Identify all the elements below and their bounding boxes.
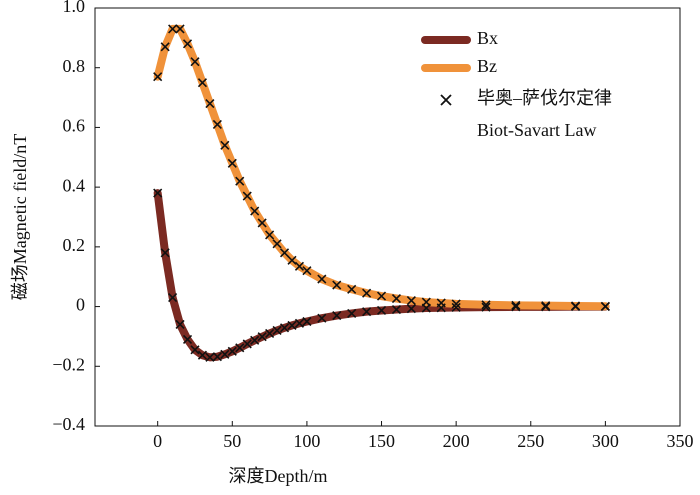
data-line bbox=[153, 24, 610, 311]
cross-marker bbox=[212, 352, 222, 362]
cross-marker bbox=[168, 293, 178, 303]
cross-marker bbox=[212, 119, 222, 130]
cross-marker bbox=[227, 346, 237, 356]
cross-marker bbox=[421, 297, 431, 307]
legend-label: Biot-Savart Law bbox=[477, 120, 596, 140]
cross-marker bbox=[168, 24, 178, 34]
cross-marker bbox=[175, 24, 185, 34]
cross-marker bbox=[376, 305, 387, 316]
cross-marker bbox=[242, 191, 252, 201]
cross-marker bbox=[317, 274, 327, 284]
cross-marker bbox=[294, 318, 305, 328]
legend-swatch bbox=[440, 94, 452, 106]
cross-marker bbox=[265, 328, 275, 339]
legend-label: Bx bbox=[477, 28, 498, 48]
cross-marker bbox=[227, 158, 237, 168]
y-tick-label: 0.8 bbox=[63, 56, 86, 76]
cross-marker bbox=[160, 248, 170, 258]
cross-marker bbox=[182, 334, 193, 344]
cross-marker bbox=[272, 325, 282, 336]
cross-marker bbox=[511, 302, 521, 312]
cross-marker bbox=[332, 310, 342, 321]
cross-marker bbox=[175, 319, 185, 330]
cross-marker bbox=[190, 345, 200, 355]
x-tick-label: 0 bbox=[153, 431, 162, 451]
cross-marker bbox=[250, 206, 260, 216]
plot-frame bbox=[94, 7, 681, 427]
cross-marker bbox=[600, 301, 610, 311]
cross-marker bbox=[265, 230, 275, 240]
cross-marker bbox=[279, 323, 290, 333]
cross-marker bbox=[391, 293, 402, 304]
x-tick-label: 350 bbox=[667, 431, 694, 451]
cross-marker bbox=[220, 349, 230, 359]
cross-marker bbox=[362, 288, 372, 298]
y-tick-label: −0.4 bbox=[52, 414, 85, 434]
y-tick-label: 1.0 bbox=[63, 0, 86, 16]
cross-marker bbox=[197, 350, 208, 360]
cross-marker bbox=[406, 304, 416, 314]
x-tick-label: 50 bbox=[223, 431, 241, 451]
y-tick-label: 0.2 bbox=[63, 235, 86, 255]
cross-marker bbox=[257, 332, 267, 342]
cross-marker bbox=[362, 307, 372, 317]
legend-label: Bz bbox=[477, 56, 497, 76]
cross-marker bbox=[481, 302, 491, 312]
cross-marker bbox=[451, 302, 461, 313]
x-tick-label: 300 bbox=[592, 431, 619, 451]
cross-marker bbox=[153, 188, 163, 198]
cross-marker bbox=[481, 300, 491, 310]
y-tick-label: 0.6 bbox=[63, 116, 86, 136]
cross-marker bbox=[287, 255, 297, 265]
cross-marker bbox=[160, 42, 170, 52]
cross-marker bbox=[376, 291, 387, 301]
cross-marker bbox=[541, 302, 551, 312]
cross-marker bbox=[302, 266, 312, 276]
cross-marker bbox=[332, 280, 342, 290]
cross-marker bbox=[347, 284, 357, 294]
cross-marker bbox=[235, 343, 245, 353]
cross-marker bbox=[294, 261, 305, 271]
cross-marker bbox=[317, 313, 327, 323]
cross-marker bbox=[220, 140, 230, 150]
cross-marker bbox=[190, 57, 200, 67]
x-tick-label: 150 bbox=[368, 431, 395, 451]
y-tick-label: 0 bbox=[76, 295, 85, 315]
x-axis-label: 深度Depth/m bbox=[229, 466, 328, 486]
cross-marker bbox=[302, 316, 312, 327]
cross-marker bbox=[406, 296, 416, 306]
cross-marker bbox=[287, 320, 297, 330]
y-tick-label: 0.4 bbox=[63, 175, 86, 195]
cross-marker bbox=[436, 298, 446, 308]
cross-marker bbox=[235, 176, 245, 186]
data-line bbox=[153, 189, 610, 362]
cross-marker bbox=[205, 98, 215, 109]
cross-marker bbox=[242, 339, 252, 349]
cross-marker bbox=[451, 299, 461, 309]
cross-marker bbox=[570, 301, 581, 311]
cross-marker bbox=[182, 39, 193, 49]
cross-marker bbox=[391, 304, 402, 315]
cross-marker bbox=[347, 308, 357, 319]
cross-marker bbox=[205, 352, 215, 362]
y-tick-label: −0.2 bbox=[52, 354, 85, 374]
y-axis-label: 磁场Magnetic field/nT bbox=[10, 134, 30, 300]
cross-marker bbox=[257, 218, 267, 228]
cross-marker bbox=[197, 78, 208, 88]
cross-marker bbox=[511, 300, 521, 310]
cross-marker bbox=[279, 248, 290, 258]
cross-marker bbox=[250, 335, 260, 345]
x-tick-label: 200 bbox=[443, 431, 470, 451]
legend-label: 毕奥–萨伐尔定律 bbox=[477, 88, 612, 108]
cross-marker bbox=[541, 301, 551, 311]
x-tick-label: 100 bbox=[293, 431, 320, 451]
cross-marker bbox=[272, 239, 282, 249]
cross-marker bbox=[153, 72, 163, 82]
x-tick-label: 250 bbox=[517, 431, 544, 451]
